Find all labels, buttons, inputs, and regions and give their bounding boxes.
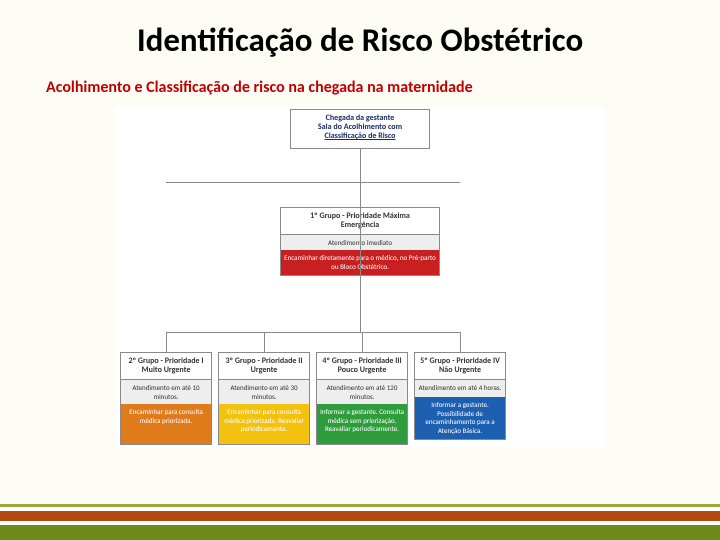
group3-sub: Atendimento em até 30 minutos. [219, 379, 309, 404]
root-node-label: Chegada da gestanteSala do Acolhimento c… [291, 110, 429, 146]
footer-stripe [0, 511, 720, 521]
slide-title: Identificação de Risco Obstétrico [46, 20, 674, 60]
group5-sub: Atendimento em até 4 horas. [415, 379, 505, 397]
group3-node: 3º Grupo - Prioridade IIUrgenteAtendimen… [218, 352, 310, 445]
group4-foot: Informar a gestante. Consulta médica sem… [317, 404, 407, 444]
connector [166, 332, 460, 333]
group5-head: 5º Grupo - Prioridade IVNão Urgente [415, 353, 505, 379]
flowchart: Chegada da gestanteSala do Acolhimento c… [115, 107, 605, 447]
connector [460, 332, 461, 352]
connector [166, 332, 167, 352]
connector [360, 182, 361, 332]
root-node: Chegada da gestanteSala do Acolhimento c… [290, 109, 430, 149]
group5-foot: Informar a gestante. Possibilidade de en… [415, 397, 505, 439]
footer-band [0, 504, 720, 540]
group3-foot: Encaminhar para consulta médica prioriza… [219, 404, 309, 444]
group5-node: 5º Grupo - Prioridade IVNão UrgenteAtend… [414, 352, 506, 440]
group2-node: 2º Grupo - Prioridade IMuito UrgenteAten… [120, 352, 212, 445]
connector [166, 182, 460, 183]
connector [360, 149, 361, 182]
footer-stripe [0, 525, 720, 540]
group2-foot: Encaminhar para consulta médica prioriza… [121, 404, 211, 444]
slide-subtitle: Acolhimento e Classificação de risco na … [46, 78, 674, 97]
group3-head: 3º Grupo - Prioridade IIUrgente [219, 353, 309, 379]
group4-node: 4º Grupo - Prioridade IIIPouco UrgenteAt… [316, 352, 408, 445]
group2-sub: Atendimento em até 10 minutos. [121, 379, 211, 404]
slide-content: Identificação de Risco Obstétrico Acolhi… [0, 0, 720, 447]
group2-head: 2º Grupo - Prioridade IMuito Urgente [121, 353, 211, 379]
connector [264, 332, 265, 352]
group4-head: 4º Grupo - Prioridade IIIPouco Urgente [317, 353, 407, 379]
group4-sub: Atendimento em até 120 minutos. [317, 379, 407, 404]
connector [362, 332, 363, 352]
